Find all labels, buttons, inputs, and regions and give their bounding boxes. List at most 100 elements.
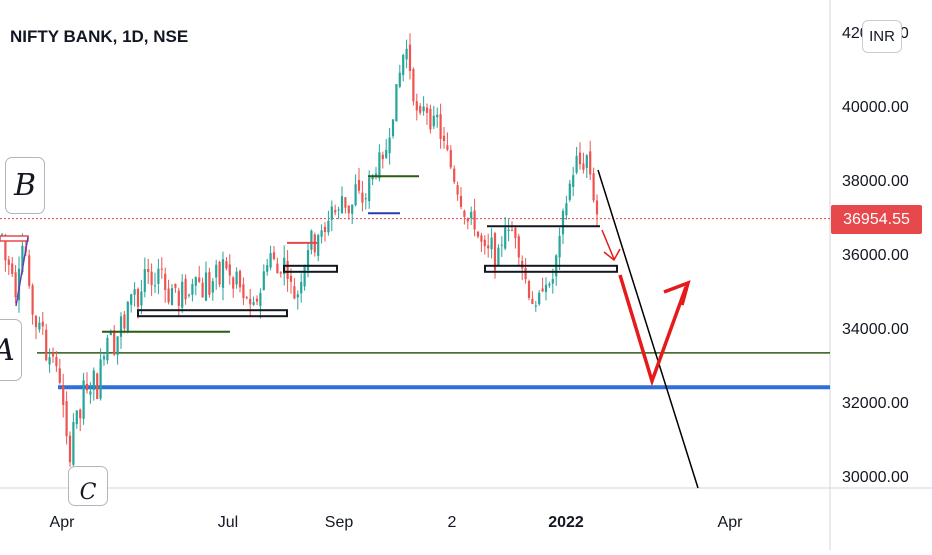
candle-body xyxy=(449,150,452,168)
candle-body xyxy=(34,315,38,328)
candle-body xyxy=(473,210,476,230)
candle-body xyxy=(514,227,517,238)
candle-body xyxy=(136,288,140,307)
candle-body xyxy=(361,192,364,203)
candle-body xyxy=(255,298,259,302)
candle-body xyxy=(215,264,218,278)
candle-body xyxy=(572,175,575,187)
last-price-label: 36954.55 xyxy=(831,205,922,234)
candle-body xyxy=(150,271,153,286)
candle-body xyxy=(259,292,262,306)
candle-body xyxy=(476,231,480,237)
candle-body xyxy=(279,272,282,274)
support-zone xyxy=(484,264,618,273)
candle-body xyxy=(463,210,466,217)
candle-body xyxy=(177,290,180,306)
candle-body xyxy=(272,252,276,260)
short-arrow xyxy=(601,229,615,260)
candle-body xyxy=(395,84,398,122)
candle-body xyxy=(293,286,296,299)
candle-body xyxy=(89,391,92,395)
candle-body xyxy=(323,226,327,233)
candle-body xyxy=(238,271,242,288)
candle-body xyxy=(296,294,299,298)
candle-body xyxy=(524,267,527,280)
candle-body xyxy=(344,197,347,208)
candle-body xyxy=(585,155,588,168)
candle-body xyxy=(75,410,78,425)
candle-body xyxy=(276,263,279,274)
candle-body xyxy=(595,200,599,215)
candle-body xyxy=(218,261,221,285)
candle-body xyxy=(164,273,167,290)
candle-body xyxy=(184,278,187,300)
candle-body xyxy=(565,203,568,216)
candle-body xyxy=(109,331,112,336)
candle-body xyxy=(327,220,330,233)
candle-body xyxy=(490,237,493,250)
candle-body xyxy=(208,272,211,295)
candle-body xyxy=(45,329,48,361)
candle-body xyxy=(194,277,197,286)
y-tick-label: 32000.00 xyxy=(842,395,909,412)
candle-body xyxy=(568,183,571,200)
candle-body xyxy=(303,266,306,287)
candle-body xyxy=(504,227,507,249)
candle-body xyxy=(174,283,177,288)
candle-body xyxy=(143,269,146,292)
candle-body xyxy=(58,368,61,383)
candle-body xyxy=(289,275,293,282)
candle-body xyxy=(187,294,191,296)
candle-body xyxy=(340,196,344,214)
candle-body xyxy=(191,284,194,295)
candle-body xyxy=(558,235,561,258)
candle-body xyxy=(480,235,483,242)
candle-body xyxy=(72,422,75,465)
candle-body xyxy=(541,288,544,292)
candle-body xyxy=(320,230,323,237)
y-tick-label: 30000.00 xyxy=(842,469,909,486)
candle-body xyxy=(357,179,361,191)
candle-body xyxy=(130,294,133,305)
resistance-zone xyxy=(137,309,288,318)
candle-body xyxy=(252,302,255,305)
candle-body xyxy=(500,244,503,246)
wave-marker-c: C xyxy=(68,466,108,506)
candle-body xyxy=(412,69,415,102)
candle-body xyxy=(544,284,548,293)
candle-body xyxy=(198,277,201,282)
candle-body xyxy=(160,268,163,270)
candle-body xyxy=(65,401,68,437)
candle-body xyxy=(106,337,109,361)
x-tick-label: Apr xyxy=(50,514,76,531)
candle-body xyxy=(317,235,320,256)
candle-body xyxy=(548,283,551,286)
x-tick-label: 2022 xyxy=(548,514,584,531)
resistance-zone xyxy=(283,264,338,273)
candle-body xyxy=(493,233,497,271)
candle-body xyxy=(398,72,401,87)
candle-body xyxy=(425,107,429,113)
candle-body xyxy=(429,108,432,130)
candle-body xyxy=(204,272,208,301)
candle-body xyxy=(225,261,228,269)
trend-line xyxy=(597,169,699,489)
candle-body xyxy=(402,54,405,76)
candle-body xyxy=(170,288,174,306)
candle-body xyxy=(306,250,310,271)
candle-body xyxy=(483,239,486,247)
candle-body xyxy=(55,356,58,367)
candle-body xyxy=(232,277,235,289)
candle-body xyxy=(368,177,371,202)
projection-arrow xyxy=(618,274,688,387)
candle-body xyxy=(592,173,595,201)
candle-body xyxy=(157,268,160,284)
currency-button[interactable]: INR xyxy=(862,20,902,53)
candle-body xyxy=(497,247,500,266)
projection-arrowhead xyxy=(663,280,691,306)
candle-body xyxy=(351,204,354,214)
candle-body xyxy=(487,245,490,249)
candle-body xyxy=(7,259,10,265)
